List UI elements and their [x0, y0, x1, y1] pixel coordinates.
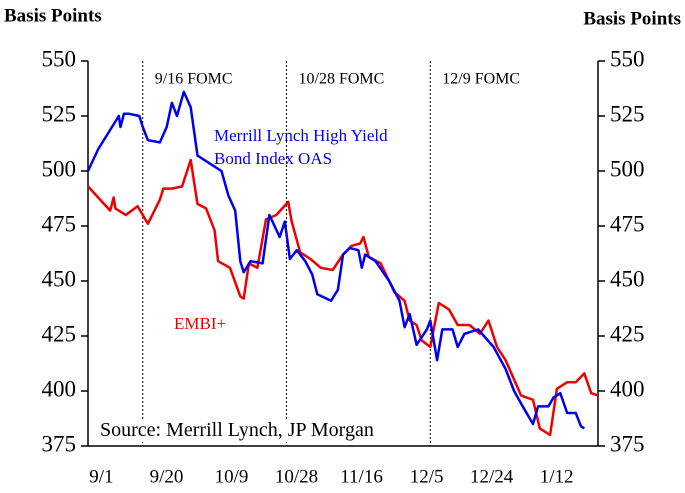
event-label: 9/16 FOMC	[155, 71, 233, 88]
y-axis-title: Basis Points	[4, 5, 102, 26]
y-tick-label: 400	[42, 376, 77, 401]
y-tick-label: 475	[42, 211, 77, 236]
series-line	[86, 90, 585, 430]
x-tick-label: 10/28	[275, 466, 318, 487]
y2-tick-label: 525	[610, 101, 645, 126]
y2-axis-title: Basis Points	[583, 8, 681, 29]
y2-tick-label: 475	[610, 211, 645, 236]
y2-tick-label: 500	[610, 156, 645, 181]
x-tick-label: 11/16	[340, 466, 383, 487]
x-tick-label: 1/12	[540, 466, 574, 487]
y2-tick-label: 375	[610, 431, 645, 456]
x-tick-label: 9/20	[150, 466, 184, 487]
y2-tick-label: 400	[610, 376, 645, 401]
y2-tick-label: 550	[610, 46, 645, 71]
x-tick-label: 10/9	[215, 466, 249, 487]
y2-tick-label: 425	[610, 321, 645, 346]
y-tick-label: 375	[42, 431, 77, 456]
series-label: Merrill Lynch High Yield Bond Index OAS	[214, 126, 388, 168]
series-line	[87, 158, 599, 437]
event-label: 10/28 FOMC	[299, 71, 385, 88]
x-tick-label: 12/24	[470, 466, 514, 487]
event-label: 12/9 FOMC	[442, 71, 520, 88]
y-tick-label: 500	[42, 156, 77, 181]
y-tick-label: 450	[42, 266, 77, 291]
x-tick-label: 9/1	[89, 466, 113, 487]
y-tick-label: 550	[42, 46, 77, 71]
source-note: Source: Merrill Lynch, JP Morgan	[96, 419, 378, 442]
series-label: EMBI+	[174, 314, 227, 333]
y2-tick-label: 450	[610, 266, 645, 291]
x-tick-label: 12/5	[410, 466, 444, 487]
y-tick-label: 525	[42, 101, 77, 126]
y-tick-label: 425	[42, 321, 77, 346]
